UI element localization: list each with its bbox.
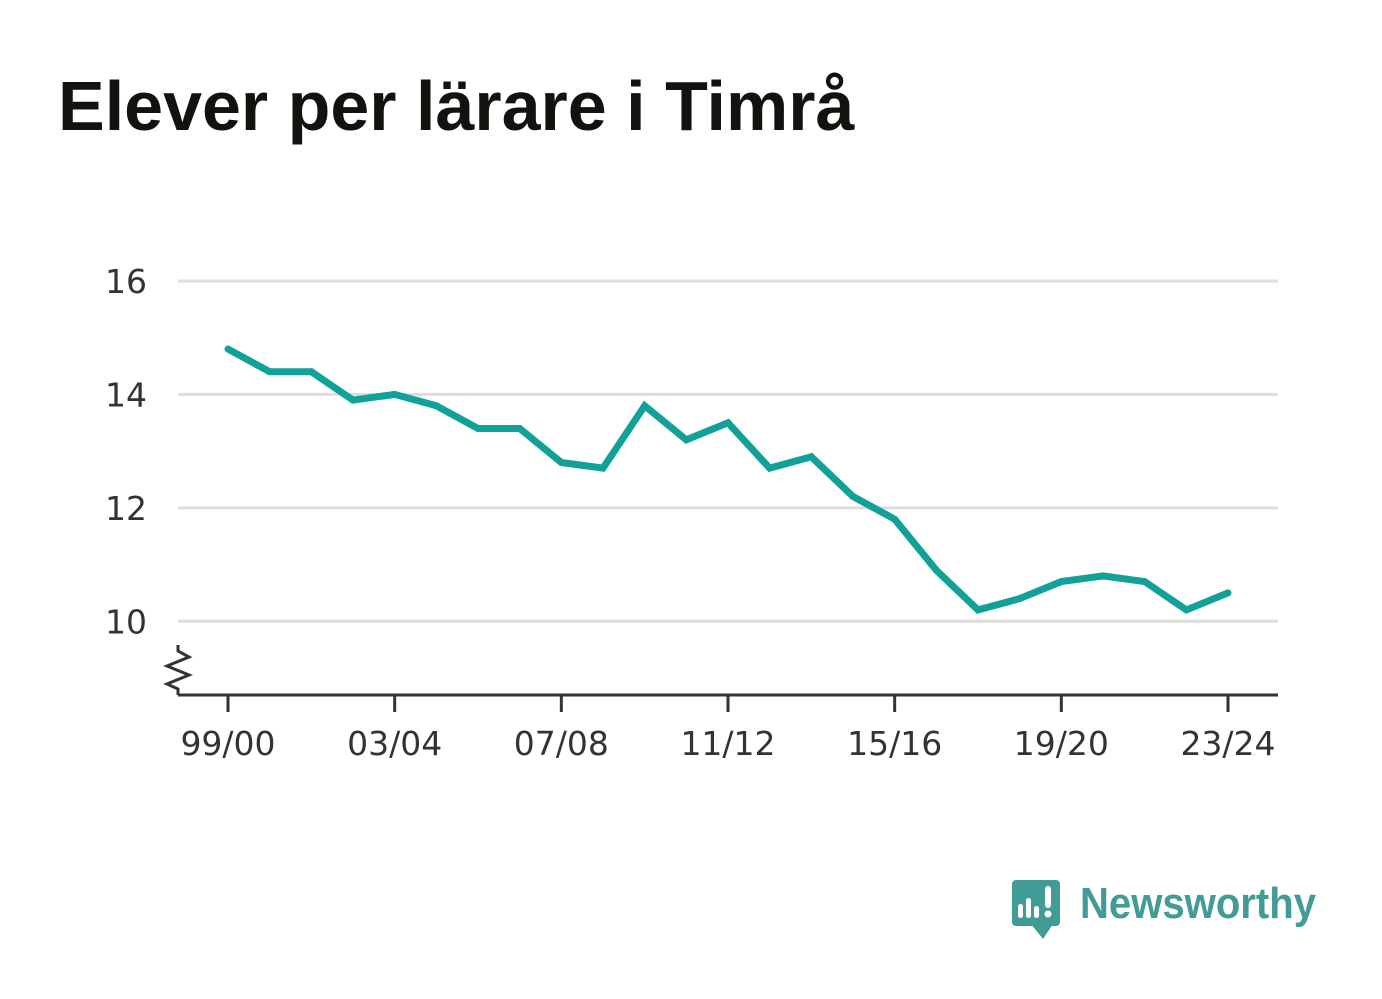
data-point [557, 458, 565, 466]
data-point [1224, 589, 1232, 597]
series-group [224, 345, 1232, 614]
data-point [391, 390, 399, 398]
data-point [224, 345, 232, 353]
data-point [516, 424, 524, 432]
data-point [974, 606, 982, 614]
logo-icon-bar [1034, 906, 1039, 918]
data-point [599, 464, 607, 472]
newsworthy-logo-icon [1012, 880, 1060, 939]
data-point [682, 436, 690, 444]
logo-text: Newsworthy [1080, 879, 1316, 928]
x-tick-label: 23/24 [1180, 724, 1275, 763]
data-point [1016, 595, 1024, 603]
data-point [474, 424, 482, 432]
data-point [641, 402, 649, 410]
data-point [266, 368, 274, 376]
data-point [724, 419, 732, 427]
newsworthy-logo: Newsworthy [1012, 879, 1316, 939]
x-tick-label: 19/20 [1014, 724, 1109, 763]
chart-title: Elever per lärare i Timrå [58, 67, 855, 145]
x-axis: 99/00 03/04 07/08 11/12 15/16 19/20 23/24 [178, 693, 1278, 763]
y-axis: 10 12 14 16 [105, 262, 147, 641]
x-tick-label: 99/00 [180, 724, 275, 763]
data-point [307, 368, 315, 376]
x-tick-label: 15/16 [847, 724, 942, 763]
logo-icon-bar [1026, 898, 1031, 918]
data-point [1141, 578, 1149, 586]
x-tick-label: 07/08 [514, 724, 609, 763]
y-axis-break-mark [163, 645, 193, 695]
x-tick-label: 03/04 [347, 724, 442, 763]
data-point [849, 493, 857, 501]
logo-icon-tail [1031, 924, 1053, 939]
y-tick-label: 12 [105, 489, 147, 528]
series-line [226, 345, 1230, 614]
data-point [766, 464, 774, 472]
gridlines [178, 279, 1278, 623]
y-tick-label: 16 [105, 262, 147, 301]
data-point [1099, 572, 1107, 580]
logo-icon-exclamation-bar [1045, 886, 1051, 908]
y-tick-label: 14 [105, 375, 147, 414]
y-tick-label: 10 [105, 602, 147, 641]
data-point [891, 515, 899, 523]
data-point [932, 566, 940, 574]
logo-icon-badge [1012, 880, 1060, 926]
x-tick-label: 11/12 [680, 724, 775, 763]
data-point [1182, 606, 1190, 614]
data-point [1057, 578, 1065, 586]
logo-icon-exclamation-dot [1044, 910, 1052, 918]
logo-icon-bar [1018, 904, 1023, 918]
data-point [432, 402, 440, 410]
data-point [349, 396, 357, 404]
data-point [807, 453, 815, 461]
